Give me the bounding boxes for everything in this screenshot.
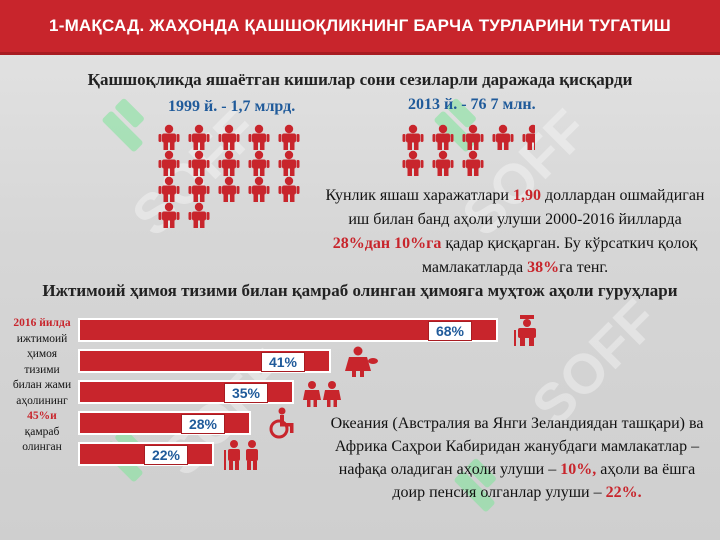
person-icon [244,150,274,176]
person-icon [184,150,214,176]
person-icon [154,150,184,176]
person-icon [244,176,274,202]
people-icons-1999 [154,124,304,228]
people-icons-2013 [398,124,558,176]
coverage-bar-label: 41% [261,352,305,372]
person-icon [214,124,244,150]
title-banner: 1-МАҚСАД. ЖАҲОНДА ҚАШШОҚЛИКНИНГ БАРЧА ТУ… [0,0,720,55]
person-icon [154,124,184,150]
person-icon [214,176,244,202]
person-icon [184,176,214,202]
person-icon [458,150,488,176]
coverage-bar-label: 35% [224,383,268,403]
poverty-heading: Қашшоқликда яшаётган кишилар сони сезила… [87,70,633,89]
coverage-bar-label: 28% [181,414,225,434]
person-icon [274,176,304,202]
person-icon [398,124,428,150]
elderly-icon [220,438,266,475]
coverage-2016-note: 2016 йилда ижтимоий ҳимоя тизими билан ж… [12,317,72,453]
coverage-bar-label: 68% [428,321,472,341]
wheelchair-icon [257,407,303,444]
half-person-icon [518,124,548,150]
mother-baby-icon [337,345,383,382]
person-icon [274,124,304,150]
banner-title: 1-МАҚСАД. ЖАҲОНДА ҚАШШОҚЛИКНИНГ БАРЧА ТУ… [49,16,671,35]
children-icon [300,376,346,413]
person-icon [458,124,488,150]
person-icon [398,150,428,176]
person-icon [184,202,214,228]
person-icon [214,150,244,176]
social-protection-heading: Ижтимоий ҳимоя тизими билан қамраб олинг… [42,281,678,300]
coverage-bar [78,411,251,435]
person-icon [274,150,304,176]
year-2013-label: 2013 й. - 76 7 млн. [408,96,536,113]
person-icon [184,124,214,150]
person-icon [428,124,458,150]
daily-expense-statement: Кунлик яшаш харажатлари 1,90 доллардан о… [325,187,705,276]
worker-icon [504,314,550,351]
year-1999-label: 1999 й. - 1,7 млрд. [168,98,296,115]
person-icon [244,124,274,150]
person-icon [154,176,184,202]
person-icon [488,124,518,150]
coverage-bar-label: 22% [144,445,188,465]
person-icon [154,202,184,228]
person-icon [428,150,458,176]
oceania-africa-note: Океания (Австралия ва Янги Зеландиядан т… [330,415,704,501]
